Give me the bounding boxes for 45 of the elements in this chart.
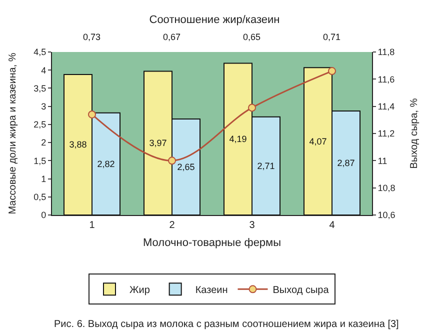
y-axis-title: Массовые доли жира и казеина, % xyxy=(8,52,19,214)
y-tick-label: 3,5 xyxy=(34,83,46,94)
text: 0,73 xyxy=(83,32,101,42)
legend-label: Казеин xyxy=(195,285,228,296)
y2-tick-label: 11,2 xyxy=(378,128,395,139)
point xyxy=(248,104,256,112)
data-label: 2,71 xyxy=(257,160,275,171)
y-tick-label: 4 xyxy=(41,65,46,76)
y-tick-label: 3 xyxy=(41,101,46,112)
data-label: 2,87 xyxy=(337,158,355,168)
text: 0,65 xyxy=(243,32,261,42)
y2-tick-label: 11,8 xyxy=(378,47,395,58)
y2-tick-label: 11,6 xyxy=(378,74,395,84)
point xyxy=(168,156,176,165)
x-axis-title: Молочно-товарные фермы xyxy=(142,237,282,250)
y-tick-label: 0 xyxy=(41,210,46,220)
y-tick-label: 1 xyxy=(41,174,46,184)
y-tick-label: 4,5 xyxy=(34,47,46,58)
y-tick-label: 0,5 xyxy=(34,192,46,202)
text: 0,67 xyxy=(163,32,181,42)
text: Рис. 6. Выход сыра из молока с разным соотношением жира и казеина [3] xyxy=(54,319,400,330)
point xyxy=(328,67,336,76)
data-label: 2,65 xyxy=(177,162,195,172)
y2-tick-label: 10,6 xyxy=(378,210,396,220)
x-tick-label: 2 xyxy=(169,220,176,231)
text: 0,71 xyxy=(323,32,341,42)
y2-tick-label: 10,8 xyxy=(378,182,396,193)
data-label: 4,19 xyxy=(229,134,247,144)
y2-axis-title: Выход сыра, % xyxy=(408,98,420,169)
y2-tick-label: 11 xyxy=(378,156,388,166)
legend-label: Жир xyxy=(130,285,150,296)
y-tick-label: 2,5 xyxy=(34,120,46,130)
x-tick-label: 4 xyxy=(329,220,336,231)
x-tick-label: 3 xyxy=(249,220,256,231)
y-tick-label: 1,5 xyxy=(34,156,46,166)
data-label: 3,97 xyxy=(149,138,167,148)
point xyxy=(88,110,96,118)
y2-tick-label: 11,4 xyxy=(378,101,395,112)
y-tick-label: 2 xyxy=(41,138,46,148)
x-tick-label: 1 xyxy=(89,220,96,231)
data-label: 4,07 xyxy=(309,136,327,146)
data-label: 3,88 xyxy=(69,140,87,150)
legend-label: Выход сыра xyxy=(272,285,330,296)
chart-title: Соотношение жир/казеин xyxy=(149,14,280,26)
data-label: 2,82 xyxy=(97,158,115,169)
